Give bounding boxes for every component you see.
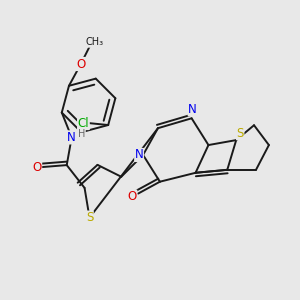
Text: CH₃: CH₃ [86,37,104,47]
Text: Cl: Cl [78,117,89,130]
Text: O: O [32,160,42,174]
Text: O: O [76,58,86,70]
Text: O: O [128,190,137,203]
Text: N: N [188,103,197,116]
Text: N: N [67,131,76,144]
Text: S: S [236,127,244,140]
Text: S: S [86,211,93,224]
Text: N: N [135,148,143,161]
Text: H: H [78,129,85,140]
